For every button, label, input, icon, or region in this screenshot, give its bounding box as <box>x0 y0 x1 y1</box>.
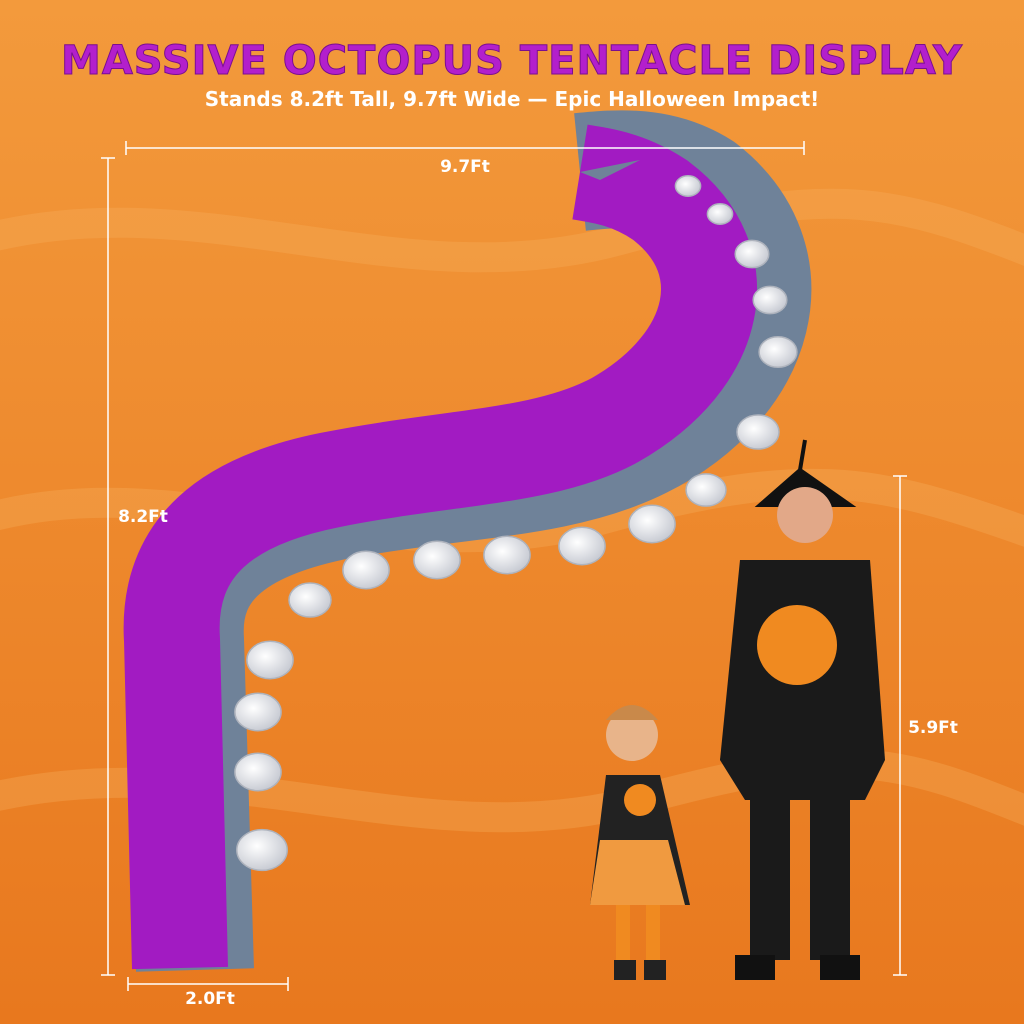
sucker <box>483 535 531 575</box>
sucker <box>752 285 788 315</box>
sucker <box>234 692 282 732</box>
title: MASSIVE OCTOPUS TENTACLE DISPLAY <box>61 38 963 84</box>
sucker <box>236 828 288 872</box>
dimension-lines <box>101 141 907 991</box>
tentacle <box>123 110 812 972</box>
girl <box>590 705 690 980</box>
sucker <box>674 175 702 197</box>
person-height-label: 5.9Ft <box>908 718 958 738</box>
sucker <box>685 473 727 507</box>
sucker <box>234 752 282 792</box>
sucker <box>706 203 734 225</box>
height-label: 8.2Ft <box>118 507 168 527</box>
sucker <box>628 504 676 544</box>
sucker <box>736 414 780 450</box>
sucker <box>413 540 461 580</box>
subtitle: Stands 8.2ft Tall, 9.7ft Wide — Epic Hal… <box>205 87 820 111</box>
man <box>720 439 885 980</box>
sucker <box>558 526 606 566</box>
base-label: 2.0Ft <box>185 989 235 1009</box>
sucker <box>734 239 770 269</box>
sucker <box>246 640 294 680</box>
sucker <box>288 582 332 618</box>
sucker <box>758 335 798 369</box>
sucker <box>342 550 390 590</box>
width-label: 9.7Ft <box>440 157 490 177</box>
